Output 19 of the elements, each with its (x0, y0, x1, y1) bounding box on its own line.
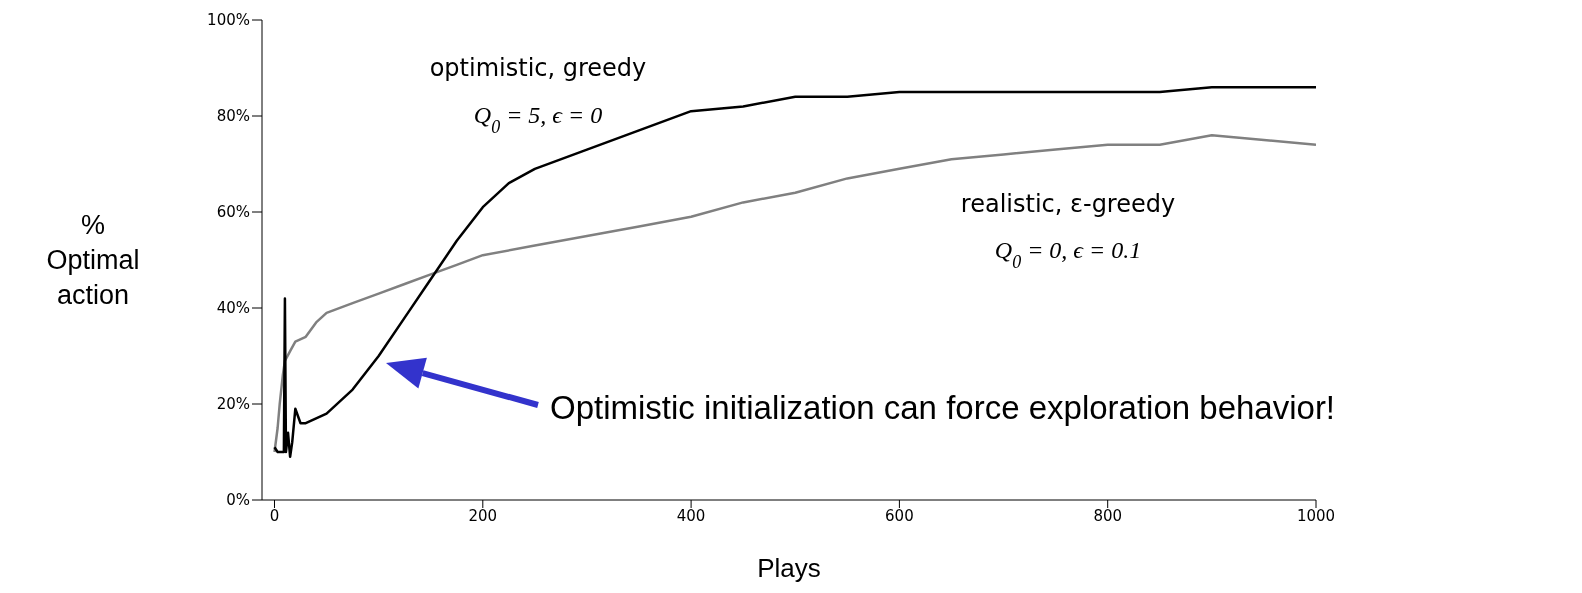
y-axis-title: % Optimal action (45, 209, 141, 312)
y-tick-label: 80% (216, 107, 250, 126)
y-tick-label: 0% (226, 491, 250, 510)
x-axis-title: Plays (757, 553, 821, 583)
x-tick-label: 400 (676, 506, 706, 525)
x-tick-label: 200 (468, 506, 498, 525)
y-tick-label: 40% (216, 299, 250, 318)
y-tick-label: 100% (207, 11, 250, 30)
x-tick-label: 1000 (1296, 506, 1336, 525)
annotation: realistic, ε-greedy (960, 190, 1176, 218)
annotation: Optimistic initialization can force exploration behavior! (550, 389, 1336, 426)
x-tick-label: 600 (885, 506, 914, 525)
y-tick-label: 60% (216, 203, 250, 222)
annotation: Q$_{0}$ = 5, ϵ = 0 (473, 102, 603, 137)
x-tick-label: 800 (1093, 506, 1123, 525)
annotation: optimistic, greedy (429, 54, 647, 82)
annotation: Q$_{0}$ = 0, ϵ = 0.1 (994, 237, 1142, 272)
y-tick-label: 20% (216, 395, 250, 414)
x-tick-label: 0 (269, 506, 280, 525)
